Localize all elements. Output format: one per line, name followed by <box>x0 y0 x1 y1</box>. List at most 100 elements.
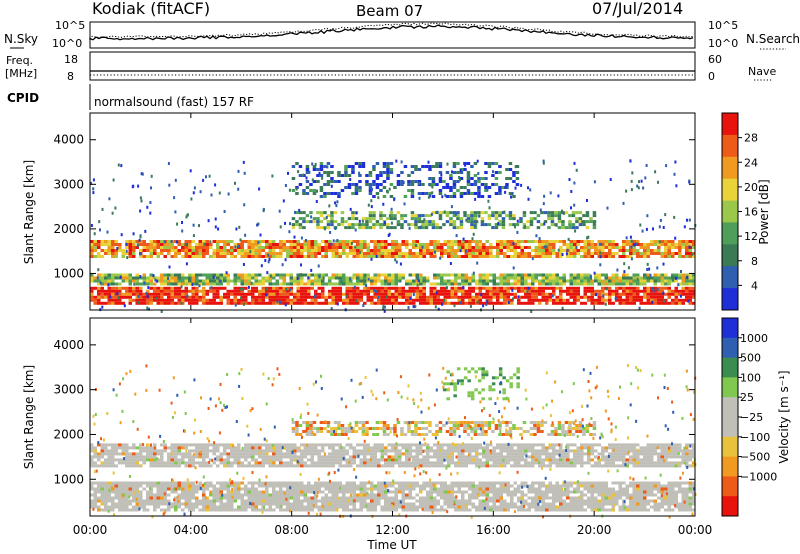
heatmap-cell <box>345 243 349 246</box>
heatmap-cell <box>565 252 568 256</box>
heatmap-cell <box>632 443 636 447</box>
heatmap-cell <box>443 443 447 447</box>
heatmap-cell <box>415 244 418 247</box>
heatmap-cell <box>622 301 626 305</box>
heatmap-cell <box>288 188 291 192</box>
heatmap-cell <box>604 282 608 286</box>
heatmap-cell <box>184 481 188 485</box>
heatmap-cell <box>559 455 563 459</box>
heatmap-cell <box>529 217 534 221</box>
heatmap-cell <box>188 246 192 249</box>
heatmap-cell <box>351 168 355 171</box>
heatmap-cell <box>458 176 461 179</box>
heatmap-cell <box>244 249 248 252</box>
heatmap-cell <box>184 282 188 286</box>
heatmap-cell <box>342 301 346 305</box>
heatmap-cell <box>188 499 192 503</box>
heatmap-cell <box>174 481 178 485</box>
heatmap-cell <box>475 295 479 299</box>
heatmap-cell <box>461 249 465 252</box>
heatmap-cell <box>370 199 373 203</box>
heatmap-cell <box>219 246 223 249</box>
heatmap-cell <box>111 255 115 258</box>
heatmap-cell <box>685 443 689 447</box>
heatmap-cell <box>100 289 104 293</box>
heatmap-cell <box>226 243 230 246</box>
heatmap-cell <box>314 298 318 302</box>
heatmap-cell <box>184 289 188 293</box>
heatmap-cell <box>505 214 509 218</box>
heatmap-cell <box>412 246 416 249</box>
heatmap-cell <box>370 282 374 286</box>
heatmap-cell <box>499 243 503 246</box>
heatmap-cell <box>321 240 325 243</box>
heatmap-cell <box>366 458 370 462</box>
heatmap-cell <box>450 240 454 243</box>
heatmap-cell <box>258 464 262 468</box>
heatmap-cell <box>198 282 202 286</box>
heatmap-cell <box>671 446 675 450</box>
heatmap-cell <box>671 252 675 255</box>
heatmap-cell <box>545 446 549 450</box>
heatmap-cell <box>188 243 192 246</box>
heatmap-cell <box>398 255 402 258</box>
heatmap-cell <box>688 255 692 258</box>
heatmap-cell <box>195 461 199 465</box>
heatmap-cell <box>296 446 300 450</box>
heatmap-cell <box>685 449 689 453</box>
heatmap-cell <box>576 292 580 296</box>
heatmap-cell <box>328 249 332 252</box>
heatmap-cell <box>417 180 422 183</box>
heatmap-cell <box>114 243 118 246</box>
heatmap-cell <box>449 195 453 198</box>
heatmap-cell <box>541 295 545 299</box>
heatmap-cell <box>111 243 115 246</box>
heatmap-cell <box>251 289 255 293</box>
heatmap-cell <box>149 484 153 488</box>
heatmap-cell <box>524 446 528 450</box>
heatmap-cell <box>358 186 362 189</box>
heatmap-cell <box>506 273 510 277</box>
heatmap-cell <box>295 192 299 195</box>
heatmap-cell <box>636 242 639 246</box>
heatmap-cell <box>387 234 390 237</box>
heatmap-cell <box>561 220 565 224</box>
heatmap-cell <box>184 243 187 246</box>
heatmap-cell <box>99 281 102 285</box>
heatmap-cell <box>524 282 528 286</box>
heatmap-cell <box>160 252 164 255</box>
heatmap-cell <box>557 217 562 221</box>
heatmap-cell <box>153 502 157 506</box>
heatmap-cell <box>345 452 349 456</box>
heatmap-cell <box>336 239 339 242</box>
heatmap-cell <box>139 455 143 459</box>
heatmap-cell <box>326 180 331 183</box>
heatmap-cell <box>365 180 369 183</box>
heatmap-cell <box>387 249 391 252</box>
heatmap-cell <box>163 502 167 506</box>
heatmap-cell <box>132 286 136 290</box>
heatmap-cell <box>415 446 419 450</box>
heatmap-cell <box>437 307 440 311</box>
heatmap-cell <box>223 502 227 506</box>
heatmap-cell <box>410 165 415 168</box>
heatmap-cell <box>146 298 150 302</box>
heatmap-cell <box>468 295 472 299</box>
heatmap-cell <box>427 160 430 164</box>
heatmap-cell <box>405 446 409 450</box>
heatmap-cell <box>401 292 405 296</box>
heatmap-cell <box>422 276 426 280</box>
heatmap-cell <box>562 455 566 459</box>
noise-left-tick-bottom: 10^0 <box>52 37 82 50</box>
heatmap-cell <box>251 252 255 255</box>
heatmap-cell <box>261 289 265 293</box>
heatmap-cell <box>170 295 174 299</box>
heatmap-cell <box>107 461 111 465</box>
heatmap-cell <box>104 273 108 277</box>
heatmap-cell <box>156 289 160 293</box>
heatmap-cell <box>212 282 216 286</box>
heatmap-cell <box>554 211 558 215</box>
heatmap-cell <box>461 292 465 296</box>
heatmap-cell <box>382 202 385 206</box>
heatmap-cell <box>293 443 297 447</box>
